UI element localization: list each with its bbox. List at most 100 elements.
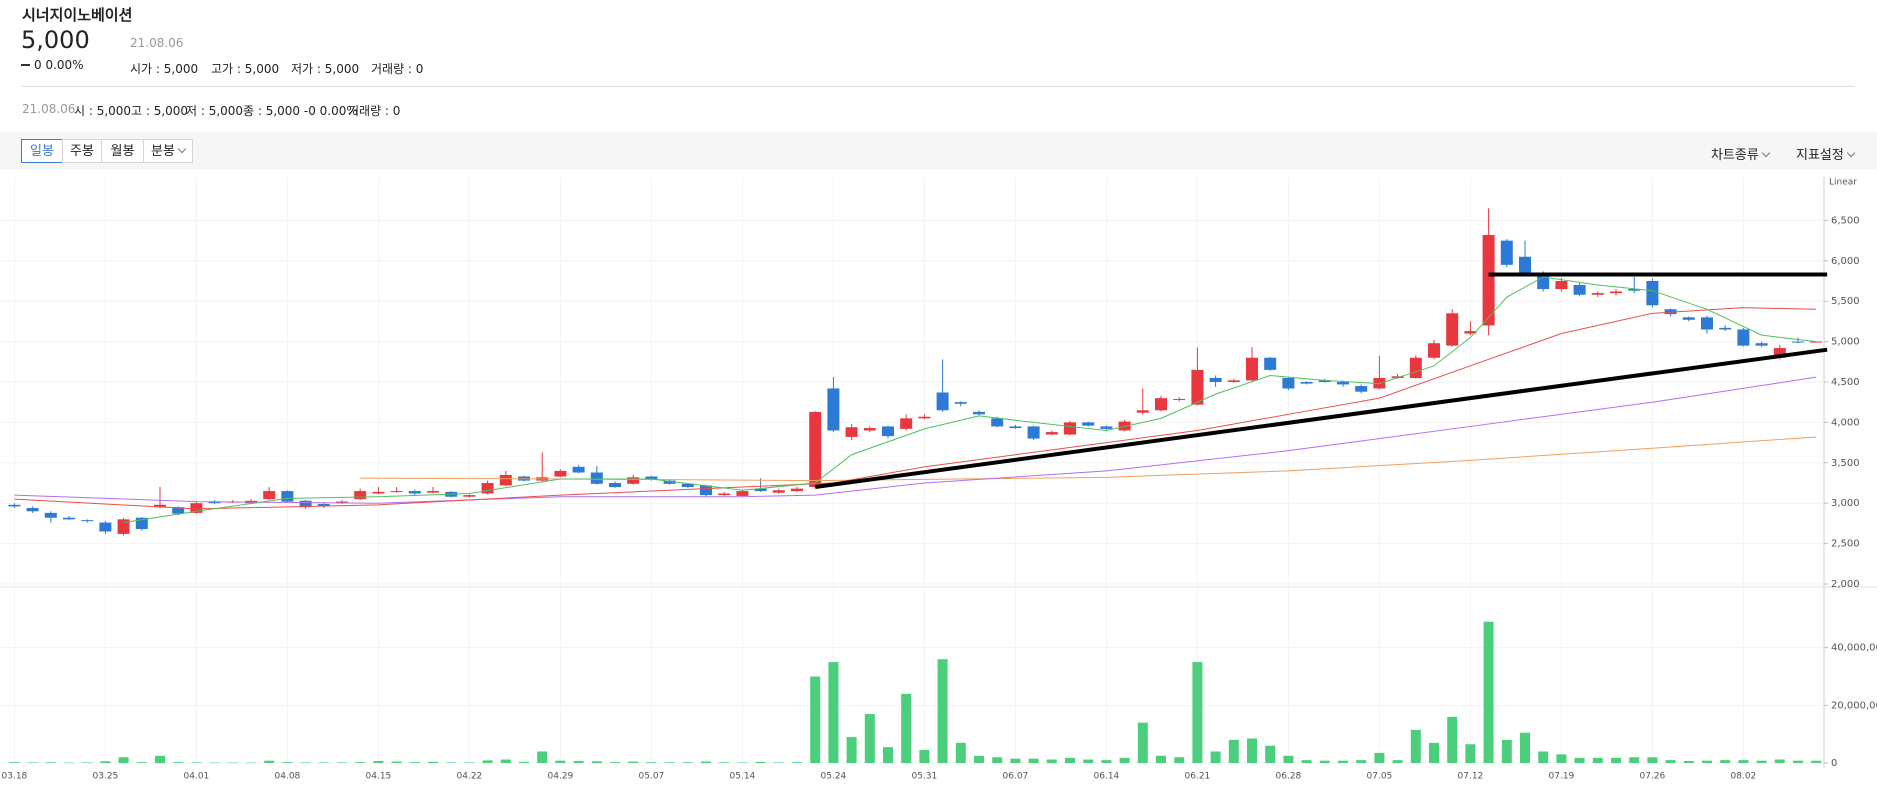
candle-body (1246, 357, 1258, 381)
period-button[interactable]: 분봉 (143, 139, 193, 163)
volume-bar (64, 762, 74, 764)
price-change: 0 0.00% (34, 58, 84, 72)
volume-bar (1520, 732, 1530, 763)
volume-bar (1483, 621, 1494, 763)
volume-bar (428, 761, 438, 763)
x-tick-label: 03.18 (2, 772, 28, 782)
candle-body (845, 427, 858, 437)
volume-bar (883, 747, 893, 763)
volume-bar (1738, 760, 1749, 763)
volume-bar (737, 762, 748, 763)
volume-bar (1156, 755, 1166, 763)
candle-body (627, 477, 640, 484)
candle-body (1482, 234, 1495, 326)
volume-bar (1228, 739, 1239, 763)
volume-bar (901, 693, 912, 763)
volume-bar (1210, 751, 1221, 763)
volume-bar (1447, 716, 1458, 763)
period-button[interactable]: 일봉 (21, 139, 63, 163)
volume-bar (1101, 760, 1112, 763)
candle-body (1719, 327, 1732, 330)
volume-bar (1702, 760, 1712, 763)
volume-bar (1793, 760, 1803, 763)
volume-bar (1046, 759, 1057, 763)
volume-bar (136, 762, 147, 763)
candle-body (1755, 343, 1768, 346)
candle-body (1591, 293, 1604, 295)
volume-bar (1429, 742, 1439, 763)
candle-body (408, 491, 421, 494)
period-button[interactable]: 월봉 (101, 139, 144, 163)
candle-body (1682, 317, 1695, 320)
candle-body (26, 508, 39, 512)
candle-body (117, 519, 130, 534)
volume-bar (82, 762, 93, 763)
moving-average (14, 376, 1817, 504)
x-tick-label: 08.02 (1731, 772, 1757, 782)
candle-body (1409, 357, 1422, 378)
low-price: 저가 : 5,000 (291, 62, 360, 76)
candle-body (1646, 281, 1659, 306)
summary-item: 고 : 5,000 (131, 104, 189, 118)
y-tick-label: 3,500 (1831, 458, 1860, 469)
volume-bar (318, 762, 329, 763)
volume-bar (955, 742, 966, 763)
candle-body (63, 517, 75, 520)
volume-bar (919, 750, 930, 763)
candle-body (1628, 289, 1641, 291)
y-tick-label: 6,000 (1831, 256, 1860, 267)
y-tick-label: 4,000 (1831, 417, 1860, 428)
volume-bar (555, 760, 566, 763)
candle-body (1045, 432, 1058, 435)
y-tick-label: 40,000,000 (1831, 643, 1877, 654)
x-tick-label: 05.24 (821, 772, 847, 782)
x-tick-label: 04.22 (457, 772, 483, 782)
x-tick-label: 04.01 (184, 772, 210, 782)
candle-body (1573, 285, 1586, 295)
candle-body (1428, 343, 1440, 358)
candle-body (663, 480, 676, 484)
candle-body (863, 428, 876, 431)
candle-body (1701, 317, 1713, 330)
volume-bar (1629, 757, 1640, 763)
volume-bar (1592, 757, 1603, 763)
volume-bar (810, 676, 821, 763)
candle-body (1792, 341, 1804, 343)
volume-bar (937, 659, 948, 763)
volume-bar (1119, 757, 1130, 763)
volume-bar (646, 762, 657, 763)
open-price: 시가 : 5,000 (130, 62, 199, 76)
candle-body (827, 388, 840, 431)
scale-label: Linear (1829, 178, 1857, 188)
flat-icon (21, 64, 30, 66)
candle-body (299, 500, 312, 508)
volume-bar (1083, 759, 1094, 763)
moving-average (360, 436, 1817, 482)
y-tick-label: 20,000,000 (1831, 700, 1877, 711)
volume-bar (1720, 760, 1731, 763)
trend-line (814, 347, 1828, 490)
volume-bar (1247, 738, 1257, 763)
x-tick-label: 06.21 (1185, 772, 1211, 782)
indicator-menu[interactable]: 지표설정 (1796, 144, 1854, 163)
candle-body (281, 491, 294, 502)
candle-body (44, 512, 57, 518)
volume-bar (1465, 744, 1476, 763)
candle-body (208, 501, 221, 504)
chart-type-menu[interactable]: 차트종류 (1711, 144, 1769, 163)
x-tick-label: 07.05 (1367, 772, 1393, 782)
candle-body (590, 472, 603, 484)
volume-bar (446, 762, 457, 763)
volume-bar (664, 762, 675, 763)
summary-item: 종 : 5,000 -0 0.00% (243, 104, 358, 118)
candle-body (554, 470, 567, 477)
volume-bar (1065, 757, 1075, 763)
candle-body (263, 491, 276, 500)
volume-bar (1538, 751, 1549, 763)
trade-volume: 거래량 : 0 (371, 62, 424, 76)
x-tick-label: 06.28 (1276, 772, 1302, 782)
quote-date: 21.08.06 (130, 36, 184, 50)
volume-bar (537, 751, 548, 763)
candle-body (81, 520, 94, 522)
